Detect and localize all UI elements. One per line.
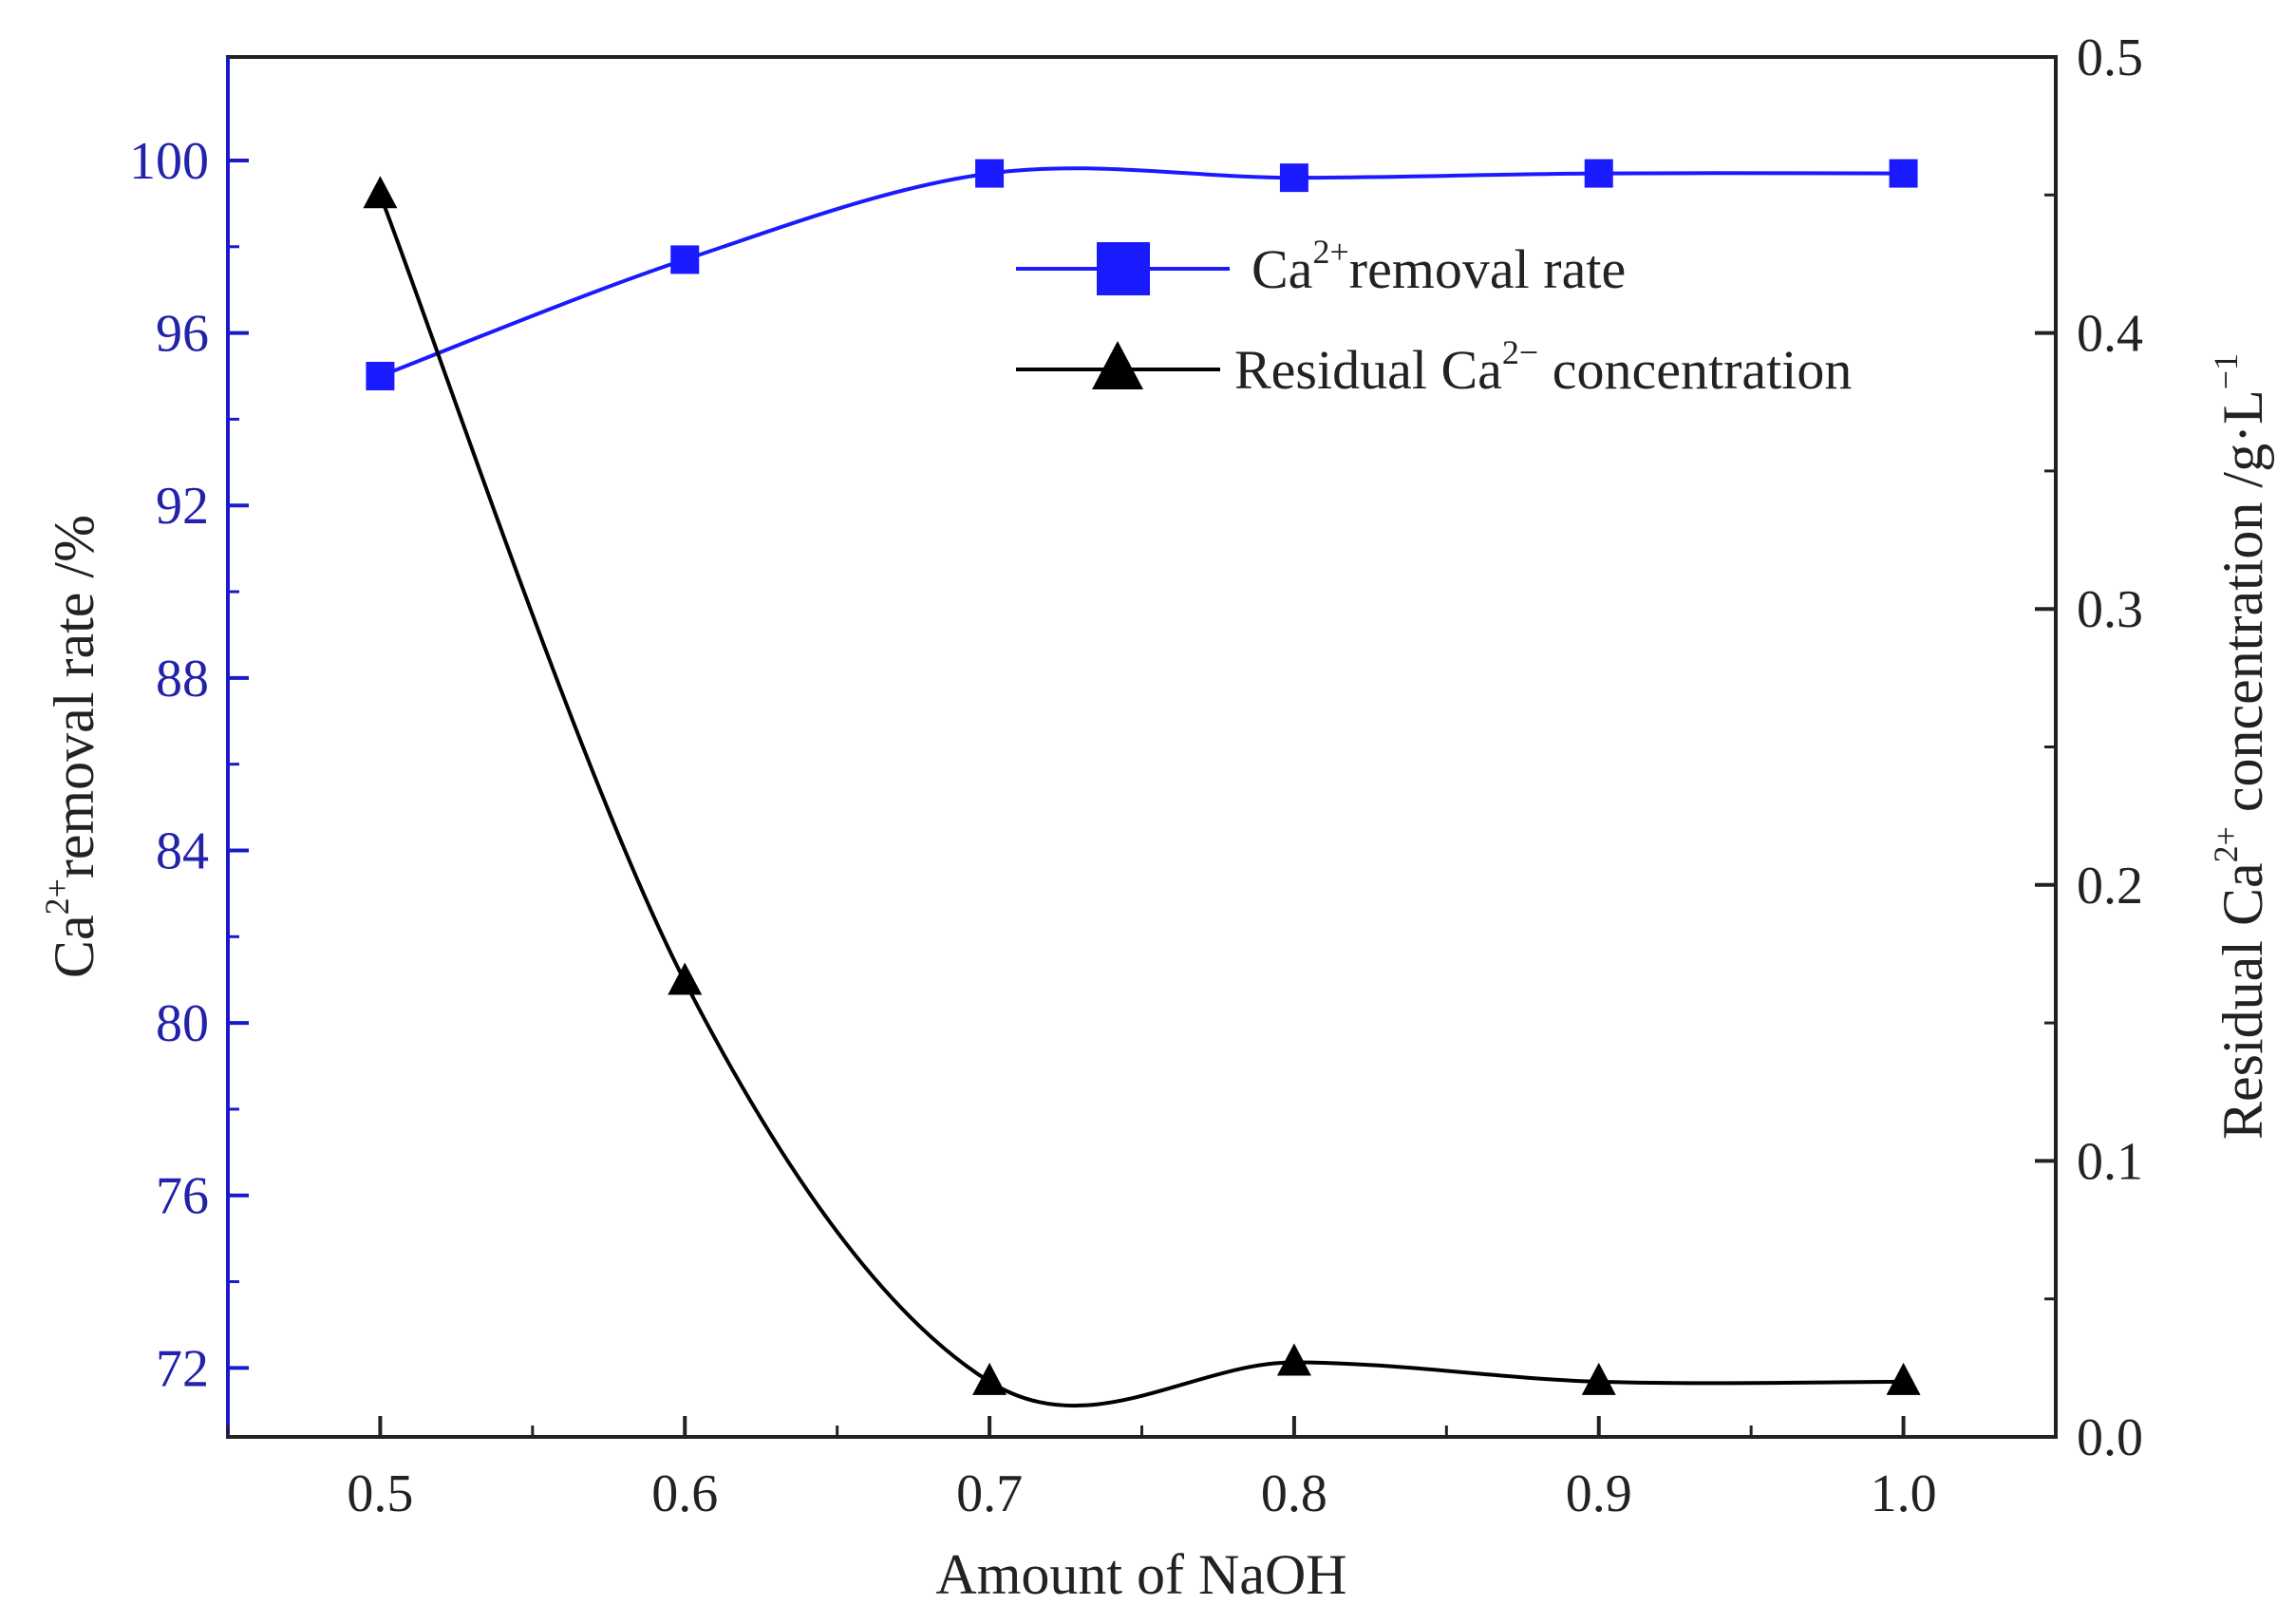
x-tick-label: 0.6 [651, 1464, 718, 1523]
residual-concentration-point [1581, 1362, 1616, 1395]
residual-concentration-point [1886, 1362, 1921, 1395]
legend-removal-rest: removal rate [1349, 238, 1626, 300]
y-right-axis-title: Residual Ca2+ concentration /g·L−1 [2207, 353, 2274, 1140]
y-right-tick-label: 0.3 [2077, 580, 2143, 639]
y-left-tick-label: 88 [156, 650, 209, 708]
y-left-tick-label: 96 [156, 305, 209, 364]
y-left-title-main: Ca [43, 915, 105, 978]
y-right-title-prefix: Residual Ca [2211, 862, 2274, 1140]
y-left-tick-label: 76 [156, 1167, 209, 1226]
residual-concentration-point [668, 962, 703, 995]
removal-rate-point [975, 159, 1005, 188]
legend-removal-sup: 2+ [1312, 233, 1348, 271]
y-right-tick-label: 0.5 [2077, 28, 2143, 87]
legend-label-residual: Residual Ca2− concentration [1234, 333, 1852, 401]
y-left-tick-label: 80 [156, 994, 209, 1053]
y-left-tick-label: 72 [156, 1339, 209, 1398]
legend: Ca2+removal rate Residual Ca2− concentra… [1016, 233, 1852, 401]
y-right-tick-label: 0.2 [2077, 857, 2143, 916]
y-right-tick-label: 0.1 [2077, 1132, 2143, 1191]
x-axis-title: Amount of NaOH [935, 1543, 1346, 1605]
residual-concentration-point [1276, 1343, 1311, 1376]
removal-rate-point [1584, 159, 1613, 188]
y-right-tick-label: 0.0 [2077, 1408, 2143, 1467]
x-tick-label: 0.8 [1261, 1464, 1327, 1523]
legend-removal-main: Ca [1252, 238, 1312, 300]
legend-square-marker [1097, 242, 1150, 295]
residual-concentration-point [363, 176, 398, 209]
y-left-title-sup: 2+ [38, 878, 76, 915]
legend-triangle-marker [1092, 341, 1143, 389]
y-left-tick-label: 100 [129, 132, 209, 191]
y-left-tick-label: 84 [156, 821, 209, 880]
legend-residual-sup: 2− [1502, 333, 1538, 371]
x-tick-label: 1.0 [1871, 1464, 1937, 1523]
series-line-removal-rate [379, 166, 1904, 378]
removal-rate-point [1279, 163, 1308, 193]
y-left-title-rest: removal rate /% [43, 515, 105, 878]
y-left-tick-label: 92 [156, 477, 209, 536]
y-right-title-sup: 2+ [2207, 826, 2245, 862]
y-right-title-suffix: concentration /g·L [2211, 389, 2274, 826]
series-markers [363, 159, 1921, 1395]
right-axis-ticks: 0.0 0.1 0.2 0.3 0.4 0.5 [2035, 28, 2143, 1467]
bottom-axis-ticks: 0.5 0.6 0.7 0.8 0.9 1.0 [226, 1416, 2058, 1523]
x-tick-label: 0.7 [956, 1464, 1023, 1523]
removal-rate-point [366, 362, 395, 391]
x-tick-label: 0.5 [347, 1464, 413, 1523]
residual-concentration-point [972, 1362, 1007, 1395]
left-axis-ticks: 72 76 80 84 88 92 96 100 [129, 132, 249, 1398]
y-right-tick-label: 0.4 [2077, 305, 2143, 364]
legend-residual-rest: concentration [1538, 339, 1852, 401]
x-tick-label: 0.9 [1566, 1464, 1632, 1523]
removal-rate-point [1889, 159, 1918, 188]
y-right-title-exp: −1 [2207, 353, 2245, 389]
legend-residual-main: Residual Ca [1234, 339, 1502, 401]
y-left-axis-title: Ca2+removal rate /% [38, 515, 105, 978]
legend-label-removal-rate: Ca2+removal rate [1252, 233, 1626, 300]
removal-rate-point [670, 245, 700, 274]
